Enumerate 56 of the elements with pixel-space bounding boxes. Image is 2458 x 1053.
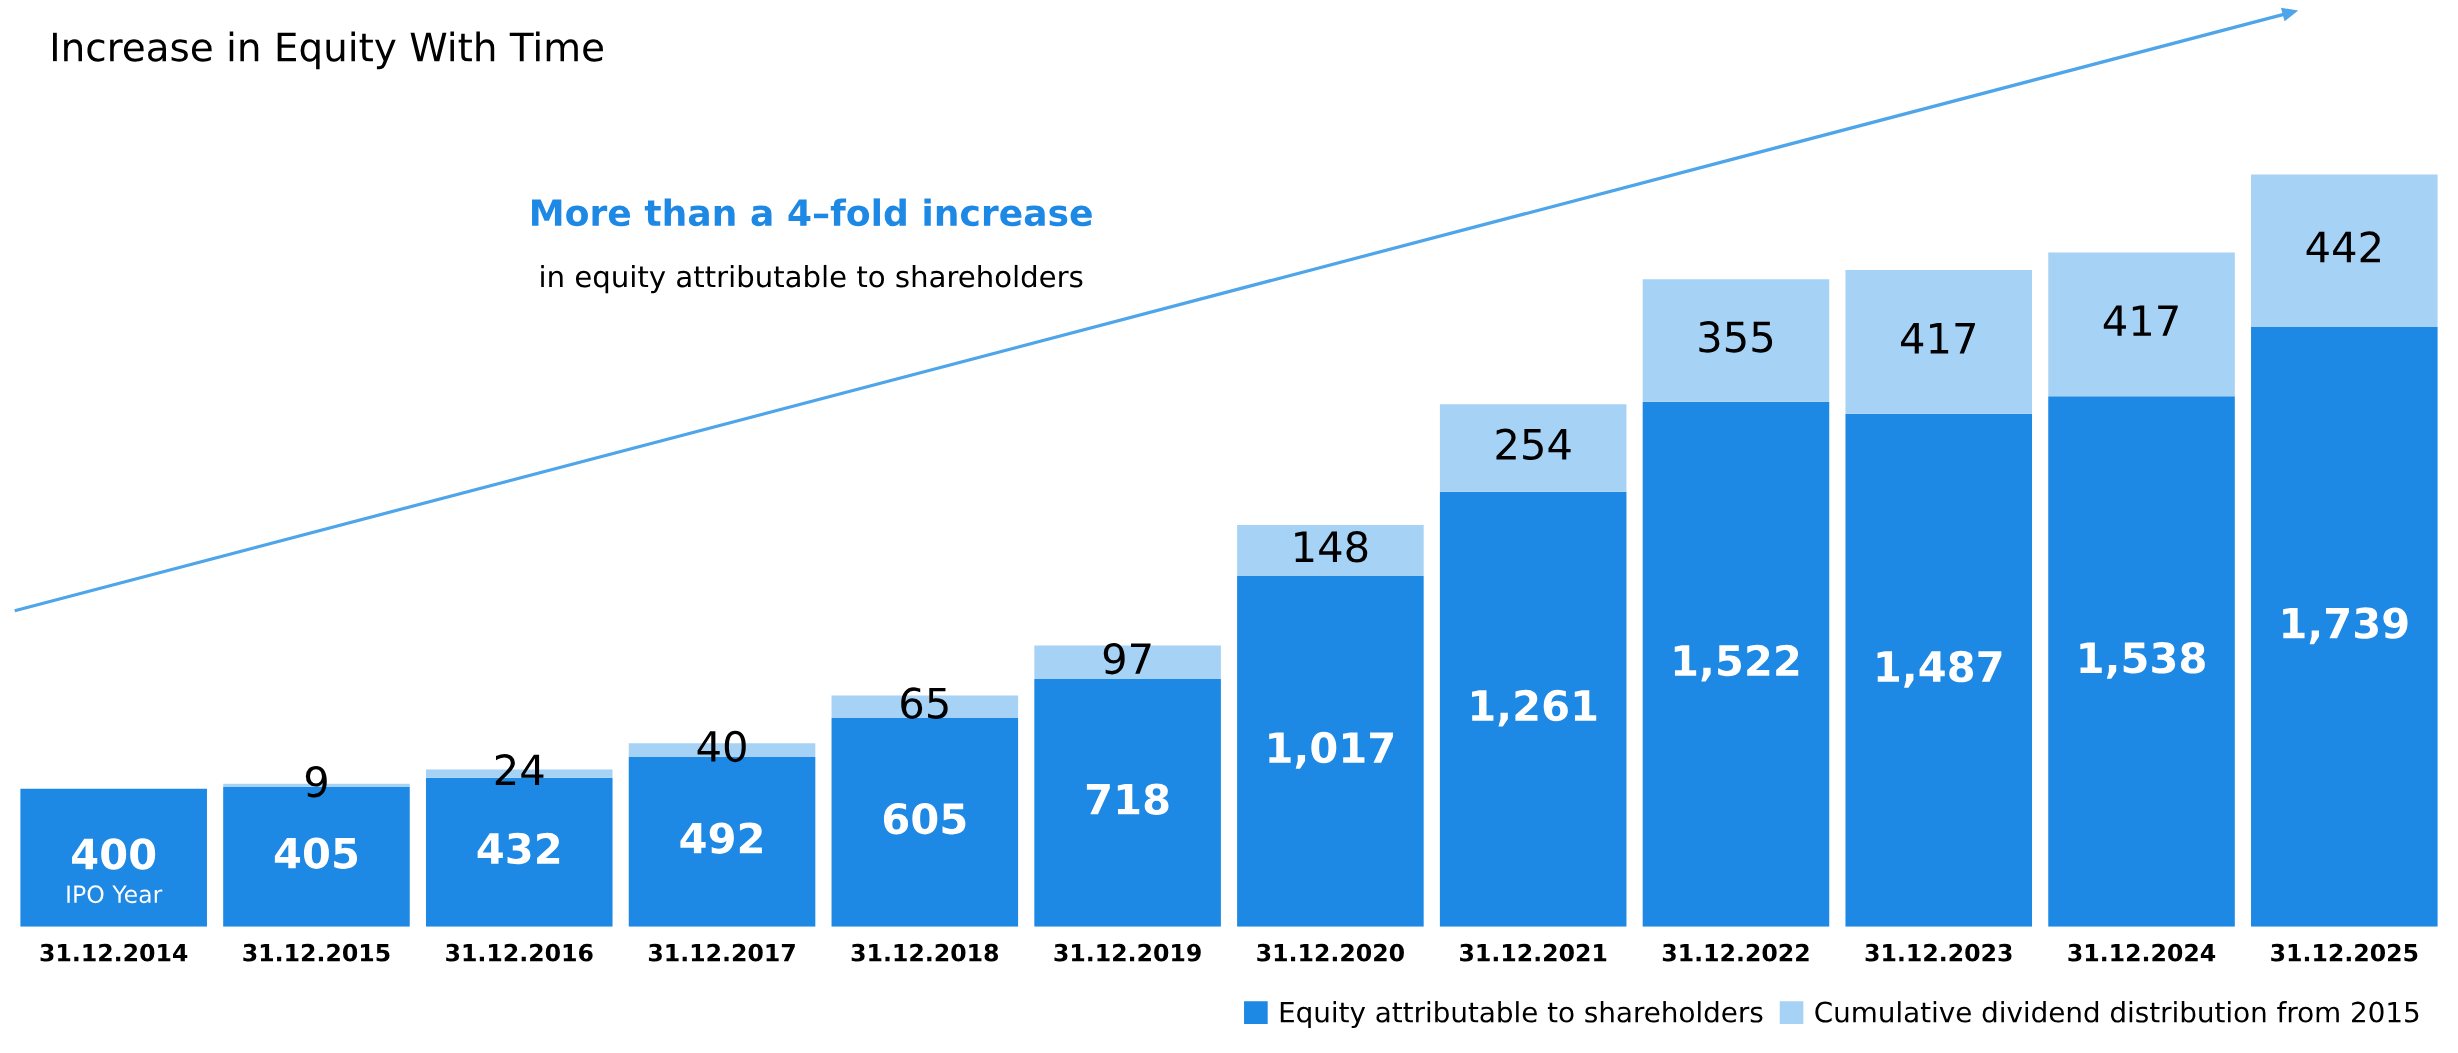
data-label: 1,739 bbox=[2283, 607, 2408, 645]
annotation: IPO Year bbox=[67, 885, 163, 904]
x-tick-label: 31.12.2023 bbox=[1865, 943, 2012, 962]
bar bbox=[2251, 174, 2438, 327]
data-label: 1,522 bbox=[1674, 644, 1799, 682]
data-label: 254 bbox=[1496, 428, 1571, 461]
data-label: 24 bbox=[495, 754, 544, 786]
data-label: 442 bbox=[2306, 231, 2380, 263]
x-tick-label: 31.12.2021 bbox=[1460, 943, 1607, 962]
bar bbox=[1845, 270, 2033, 414]
data-label: 492 bbox=[680, 822, 762, 854]
bar bbox=[1237, 524, 1424, 576]
annotation: in equity attributable to shareholders bbox=[541, 264, 1083, 294]
data-label: 405 bbox=[274, 837, 358, 869]
data-label: 605 bbox=[883, 802, 966, 835]
data-label: 355 bbox=[1699, 321, 1773, 353]
x-tick-label: 31.12.2024 bbox=[2068, 943, 2216, 962]
x-tick-label: 31.12.2015 bbox=[243, 943, 390, 962]
x-tick-label: 31.12.2020 bbox=[1257, 943, 1404, 962]
x-tick-label: 31.12.2019 bbox=[1054, 943, 1201, 962]
bar bbox=[2251, 326, 2438, 927]
x-tick-label: 31.12.2017 bbox=[648, 943, 795, 962]
data-label: 1,538 bbox=[2080, 642, 2205, 679]
x-tick-label: 31.12.2016 bbox=[446, 943, 593, 962]
data-label: 417 bbox=[2103, 305, 2178, 336]
x-tick-label: 31.12.2014 bbox=[40, 943, 188, 962]
data-label: 1,487 bbox=[1877, 650, 2002, 688]
data-label: 1,017 bbox=[1269, 731, 1393, 769]
bar bbox=[2048, 252, 2235, 397]
chart-title: Increase in Equity With Time bbox=[52, 31, 603, 70]
bar bbox=[1439, 404, 1627, 492]
legend-label: Equity attributable to shareholders bbox=[1280, 1001, 1763, 1028]
legend-label: Cumulative dividend distribution from 2015 bbox=[1815, 1001, 2419, 1023]
data-label: 417 bbox=[1901, 323, 1975, 354]
data-label: 40 bbox=[697, 730, 746, 763]
x-tick-label: 31.12.2025 bbox=[2271, 943, 2418, 962]
bar bbox=[1034, 645, 1221, 680]
data-label: 97 bbox=[1103, 642, 1151, 675]
bar bbox=[1642, 401, 1830, 927]
data-label: 400 bbox=[72, 838, 156, 870]
data-label: 148 bbox=[1295, 530, 1368, 563]
x-tick-label: 31.12.2022 bbox=[1662, 943, 1809, 962]
annotation: More than a 4–fold increase bbox=[532, 198, 1092, 227]
bar bbox=[1642, 279, 1830, 402]
bar bbox=[1034, 679, 1221, 927]
x-tick-label: 31.12.2018 bbox=[851, 943, 999, 962]
data-label: 65 bbox=[901, 687, 948, 719]
bar bbox=[1237, 575, 1424, 927]
bar bbox=[1439, 491, 1627, 927]
bar bbox=[1845, 413, 2033, 927]
bar bbox=[20, 788, 207, 927]
bar bbox=[2048, 396, 2235, 927]
data-label: 432 bbox=[477, 832, 560, 865]
data-label: 718 bbox=[1086, 783, 1169, 815]
bar bbox=[831, 718, 1019, 927]
data-label: 1,261 bbox=[1471, 689, 1597, 727]
